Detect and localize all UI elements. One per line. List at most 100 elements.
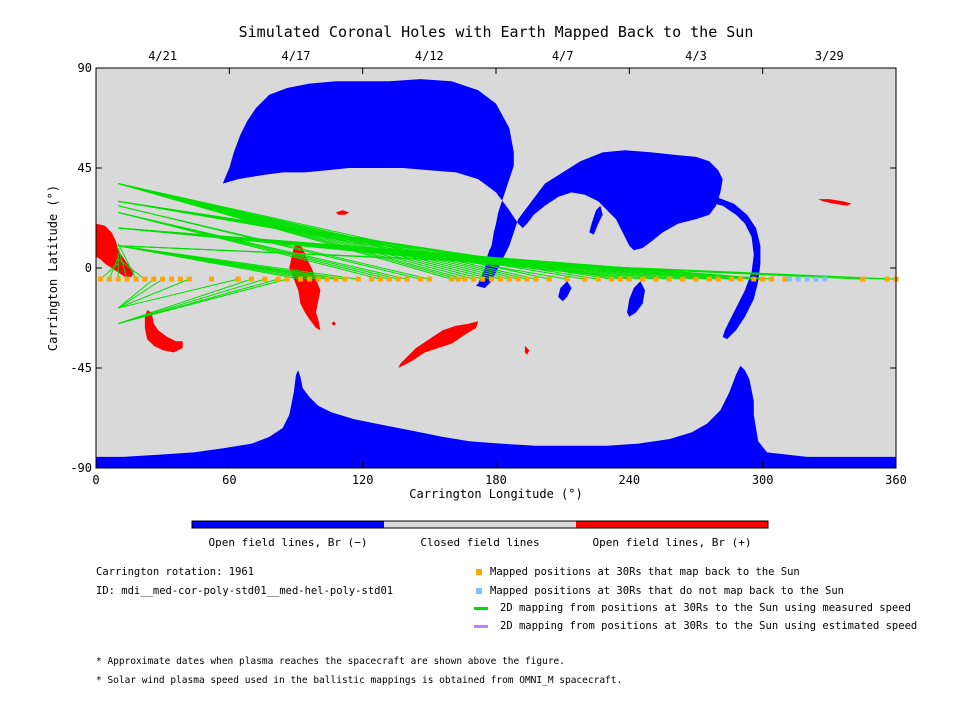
positive-coronal-hole [524,345,530,355]
y-tick-label: 45 [78,161,92,175]
mapped-position-point [497,276,503,282]
top-date-labels: 4/21 4/17 4/12 4/7 4/3 3/29 [148,49,844,73]
mapped-position-point [715,276,721,282]
x-tick-label: 0 [92,473,99,487]
colorbar-segment [384,521,576,528]
mapped-position-point [249,276,255,282]
mapping-line [118,278,266,325]
legend-label: Mapped positions at 30Rs that map back t… [490,566,800,578]
mapping-line [118,245,359,280]
x-axis-label: Carrington Longitude (°) [409,487,582,501]
mapped-position-point [860,276,866,282]
lightblue-square-icon [476,588,482,594]
mapped-position-point [169,276,175,282]
mapped-position-point [609,276,615,282]
carrington-rotation-label: Carrington rotation: 1961 [96,566,255,578]
mapped-position-point [369,276,375,282]
mapped-position-point [680,276,686,282]
mapped-position-point [653,276,659,282]
mapped-position-point [106,276,112,282]
positive-coronal-hole [331,321,336,326]
y-tick-label: -45 [70,361,92,375]
mapped-position-point [324,276,330,282]
mapped-position-point [546,276,552,282]
mapped-position-point [506,276,512,282]
x-tick-label: 240 [618,473,640,487]
mapping-line [100,263,119,280]
colorbar-segment [192,521,384,528]
positive-coronal-hole [144,310,183,353]
mapped-position-point [160,276,166,282]
colorbar-frame [191,520,769,529]
footnote-dates: * Approximate dates when plasma reaches … [96,656,565,667]
mapping-line [118,278,239,309]
positive-coronal-hole [289,243,321,331]
unmapped-position-point [822,276,828,282]
mapping-line [117,278,163,309]
mapping-line [118,278,252,325]
mapped-position-point [386,276,392,282]
negative-coronal-hole [96,365,896,468]
mapped-position-point [582,276,588,282]
mapped-position-point [449,276,455,282]
legend-item-unmapped: Mapped positions at 30Rs that do not map… [476,585,844,597]
mapped-position-point [395,276,401,282]
mapped-position-point [97,276,103,282]
x-tick-label: 120 [352,473,374,487]
mapped-position-point [151,276,157,282]
top-date-label: 4/3 [685,49,707,63]
mapped-position-point [177,276,183,282]
mapped-position-point [333,276,339,282]
mapped-position-point [640,276,646,282]
x-tick-label: 180 [485,473,507,487]
legend-label: Mapped positions at 30Rs that do not map… [490,585,845,597]
top-date-label: 4/7 [552,49,574,63]
mapped-position-point [617,276,623,282]
y-tick-label: 0 [85,261,92,275]
green-line-icon [474,606,488,610]
mapped-position-point [186,276,192,282]
mapped-position-point [404,276,410,282]
colorbar: Open field lines, Br (−) Closed field lin… [191,520,769,549]
x-tick-label: 300 [752,473,774,487]
mapped-position-point [235,276,241,282]
mapped-position-point [426,276,432,282]
y-axis-label: Carrington Latitude (°) [46,185,60,351]
legend-label: 2D mapping from positions at 30Rs to the… [500,602,911,614]
model-id-label: ID: mdi__med-cor-poly-std01__med-hel-pol… [96,585,394,597]
positive-coronal-hole [336,210,350,215]
top-date-label: 4/21 [148,49,177,63]
colorbar-label: Closed field lines [420,536,539,549]
positive-coronal-hole [818,199,852,206]
axes: 0 60 120 180 240 300 360 90 45 0 -45 -90 [70,61,907,487]
mapped-position-point [706,276,712,282]
mapped-position-point [564,276,570,282]
mapped-position-point [515,276,521,282]
mapping-line [118,245,897,280]
mapped-position-point [133,276,139,282]
mapping-line [117,247,128,280]
mapped-position-point [306,276,312,282]
legend-label: 2D mapping from positions at 30Rs to the… [500,620,918,632]
mapped-position-point [524,276,530,282]
mapped-position-point [480,276,486,282]
footnote-speed: * Solar wind plasma speed used in the ba… [96,675,623,686]
positive-coronal-hole [398,321,479,368]
orange-square-icon [476,569,482,575]
y-tick-label: 90 [78,61,92,75]
mapped-position-point [884,276,890,282]
mapped-position-point [693,276,699,282]
mapped-position-point [462,276,468,282]
mapping-line [108,256,119,280]
mapped-position-point [297,276,303,282]
colorbar-label: Open field lines, Br (+) [593,536,752,549]
mapping-line [117,258,146,280]
legend-item-estimated-speed: 2D mapping from positions at 30Rs to the… [474,620,918,632]
mapped-position-point [626,276,632,282]
unmapped-position-point [804,276,810,282]
mapping-line [118,278,288,325]
negative-coronal-hole [627,281,645,317]
mapped-position-point [315,276,321,282]
mapping-line [118,211,408,280]
y-tick-label: -90 [70,461,92,475]
